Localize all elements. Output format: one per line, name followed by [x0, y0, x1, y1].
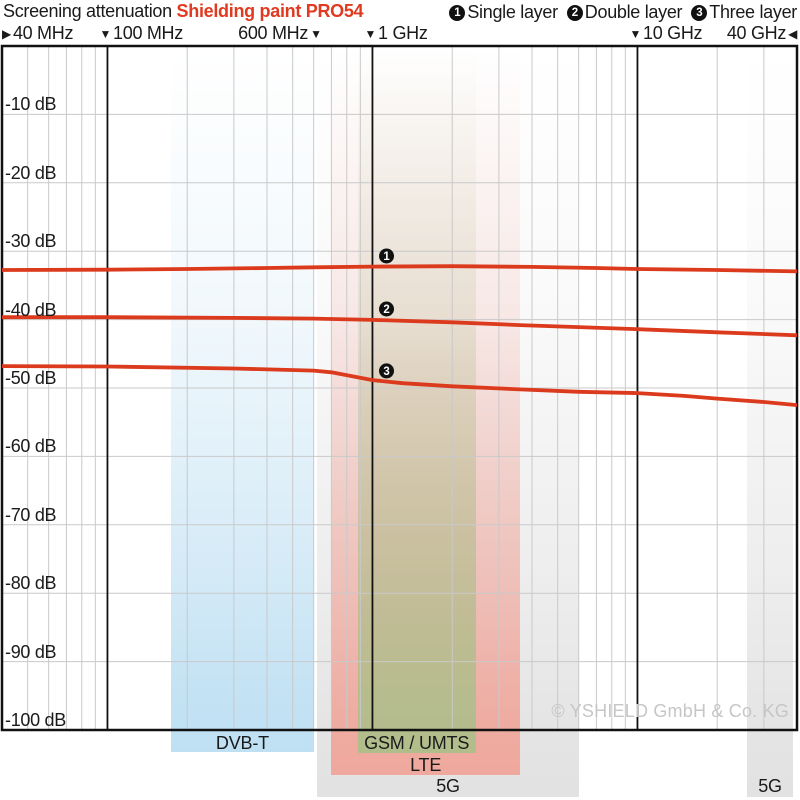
legend-label: Three layer: [709, 2, 797, 22]
curve-single-layer: [1, 264, 798, 274]
y-tick-10db: -10 dB: [5, 94, 57, 115]
band-label-5g: 5G: [436, 776, 460, 796]
y-tick-30db: -30 dB: [5, 231, 57, 252]
curve-marker-number: 1: [383, 251, 390, 263]
x-tick-100-mhz: ▼ 100 MHz: [99, 23, 183, 44]
x-tick-40-ghz: 40 GHz ◀: [727, 23, 797, 44]
x-tick-10-ghz: ▼ 10 GHz: [629, 23, 702, 44]
x-tick-text: 40 MHz: [12, 23, 74, 43]
band-label-gsm-umts: GSM / UMTS: [364, 733, 470, 753]
y-tick-70db: -70 dB: [5, 504, 57, 525]
curve-double-layer: [2, 315, 798, 338]
legend-item-single-layer: 1 Single layer: [449, 2, 558, 23]
curve-marker-icon: [379, 363, 395, 379]
legend-marker-icon: 2: [566, 4, 583, 21]
x-tick-1-ghz: ▼ 1 GHz: [364, 23, 427, 44]
band-label-5g: 5G: [758, 776, 782, 796]
chart-title-product: Shielding paint PRO54: [176, 1, 364, 21]
band-5g: [747, 47, 793, 797]
y-tick-40db: -40 dB: [5, 299, 57, 320]
legend-marker-icon: 1: [449, 4, 466, 21]
y-tick-100db: -100 dB: [5, 710, 66, 730]
x-tick-text: 100 MHz: [113, 23, 183, 43]
y-tick-50db: -50 dB: [5, 368, 57, 388]
curve-marker-number: 2: [383, 304, 389, 316]
band-label-dvb-t: DVB-T: [215, 733, 269, 753]
curve-three-layer: [1, 364, 798, 407]
tick-pointer-down-icon: ▼: [310, 27, 322, 41]
x-tick-600-mhz: 600 MHz ▼: [238, 23, 322, 44]
y-tick-90db: -90 dB: [5, 641, 57, 662]
chart-title: Screening attenuation Shielding paint PR…: [3, 1, 364, 22]
legend-marker-icon: 3: [691, 4, 708, 21]
tick-pointer-down-icon: ▼: [99, 27, 112, 41]
legend-label: Double layer: [584, 2, 683, 22]
tick-pointer-left-icon: ◀: [788, 27, 797, 41]
x-tick-text: 600 MHz: [238, 23, 309, 43]
chart-title-prefix: Screening attenuation: [3, 1, 172, 21]
x-tick-text: 1 GHz: [378, 23, 428, 43]
x-tick-text: 10 GHz: [643, 23, 703, 43]
x-tick-text: 40 GHz: [726, 23, 787, 43]
legend-item-double-layer: 2 Double layer: [566, 2, 683, 23]
legend-item-three-layer: 3 Three layer: [691, 2, 797, 23]
tick-pointer-down-icon: ▼: [629, 27, 642, 41]
y-tick-80db: -80 dB: [5, 573, 57, 594]
legend-label: Single layer: [467, 2, 558, 22]
tick-pointer-right-icon: ▶: [2, 27, 11, 41]
curve-marker-icon: [379, 301, 395, 317]
curve-marker-icon: [379, 248, 395, 264]
curve-marker-number: 3: [383, 366, 389, 378]
y-tick-60db: -60 dB: [5, 436, 57, 457]
band-gsm-umts: [357, 47, 476, 753]
tick-pointer-down-icon: ▼: [364, 27, 377, 41]
copyright-watermark: © YSHIELD GmbH & Co. KG: [551, 701, 789, 721]
plot-frame: [0, 44, 799, 732]
band-dvb-t: [171, 47, 314, 752]
x-tick-40-mhz: ▶ 40 MHz: [2, 23, 73, 44]
y-tick-20db: -20 dB: [5, 162, 57, 183]
legend: 1 Single layer 2 Double layer 3 Three layer: [449, 2, 797, 23]
band-label-lte: LTE: [410, 755, 442, 775]
